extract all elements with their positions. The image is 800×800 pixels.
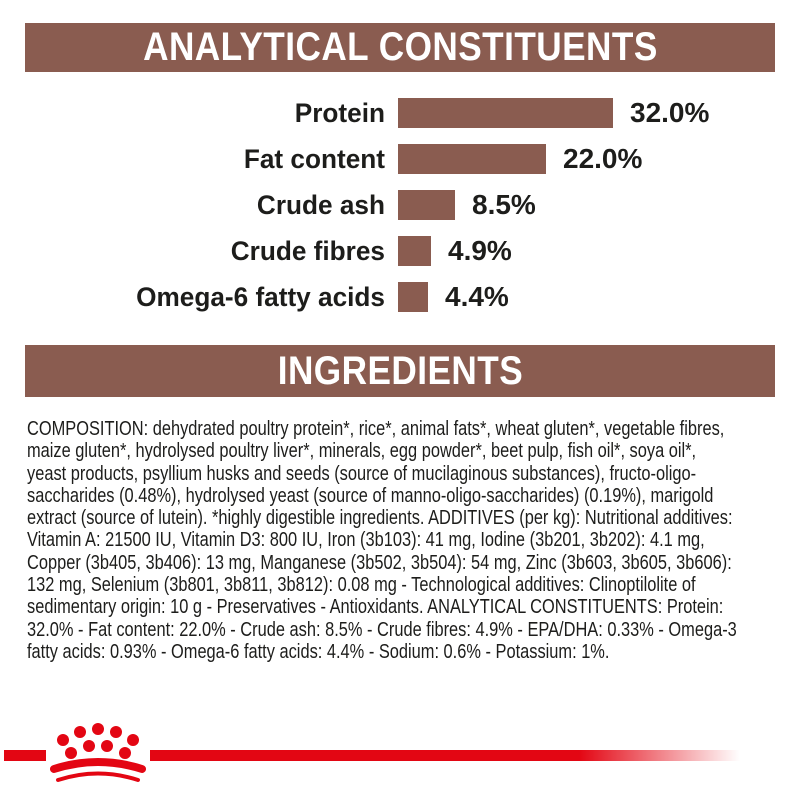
analytical-constituents-title: ANALYTICAL CONSTITUENTS bbox=[142, 25, 658, 69]
analytical-constituents-header: ANALYTICAL CONSTITUENTS bbox=[25, 23, 775, 72]
chart-row: Crude fibres 4.9% bbox=[0, 235, 800, 266]
chart-value-label: 4.9% bbox=[448, 235, 512, 266]
chart-category-label: Crude fibres bbox=[230, 235, 385, 266]
chart-bar bbox=[398, 98, 613, 128]
chart-row: Fat content 22.0% bbox=[0, 143, 800, 174]
ingredients-text-line: extract (source of lutein). *highly dige… bbox=[27, 507, 733, 530]
ingredients-text-line: maize gluten*, hydrolysed poultry liver*… bbox=[27, 440, 697, 463]
ingredients-composition-text: COMPOSITION: dehydrated poultry protein*… bbox=[27, 418, 797, 663]
chart-row: Crude ash 8.5% bbox=[0, 189, 800, 220]
royal-canin-crown-logo-icon bbox=[50, 723, 146, 782]
ingredients-header: INGREDIENTS bbox=[25, 345, 775, 397]
brand-divider-line-right bbox=[150, 750, 746, 761]
chart-category-label: Omega-6 fatty acids bbox=[136, 281, 385, 312]
ingredients-text-line: fatty acids: 0.93% - Omega-6 fatty acids… bbox=[27, 640, 610, 663]
chart-value-label: 32.0% bbox=[630, 97, 710, 128]
ingredients-text-line: COMPOSITION: dehydrated poultry protein*… bbox=[27, 418, 725, 440]
ingredients-text-line: sedimentary origin: 10 g - Preservatives… bbox=[27, 596, 724, 619]
chart-bar bbox=[398, 190, 455, 220]
chart-bar bbox=[398, 236, 431, 266]
chart-value-label: 4.4% bbox=[445, 281, 509, 312]
ingredients-text-line: saccharides (0.48%), hydrolysed yeast (s… bbox=[27, 484, 714, 507]
chart-category-label: Fat content bbox=[243, 143, 385, 174]
ingredients-text-line: Copper (3b405, 3b406): 13 mg, Manganese … bbox=[27, 551, 732, 574]
chart-category-label: Crude ash bbox=[256, 189, 385, 220]
chart-value-label: 8.5% bbox=[472, 189, 536, 220]
chart-category-label: Protein bbox=[294, 97, 385, 128]
chart-bar bbox=[398, 282, 428, 312]
ingredients-text-line: yeast products, psyllium husks and seeds… bbox=[27, 462, 697, 485]
ingredients-text-line: Vitamin A: 21500 IU, Vitamin D3: 800 IU,… bbox=[27, 529, 705, 552]
chart-row: Protein 32.0% bbox=[0, 97, 800, 128]
analytical-bar-chart: Protein 32.0% Fat content 22.0% Crude as… bbox=[0, 97, 800, 328]
brand-divider-line-left bbox=[4, 750, 46, 761]
chart-row: Omega-6 fatty acids 4.4% bbox=[0, 281, 800, 312]
chart-value-label: 22.0% bbox=[563, 143, 643, 174]
ingredients-title: INGREDIENTS bbox=[277, 348, 523, 393]
ingredients-text-line: 132 mg, Selenium (3b801, 3b811, 3b812): … bbox=[27, 574, 696, 597]
ingredients-text-line: 32.0% - Fat content: 22.0% - Crude ash: … bbox=[27, 618, 737, 641]
chart-bar bbox=[398, 144, 546, 174]
